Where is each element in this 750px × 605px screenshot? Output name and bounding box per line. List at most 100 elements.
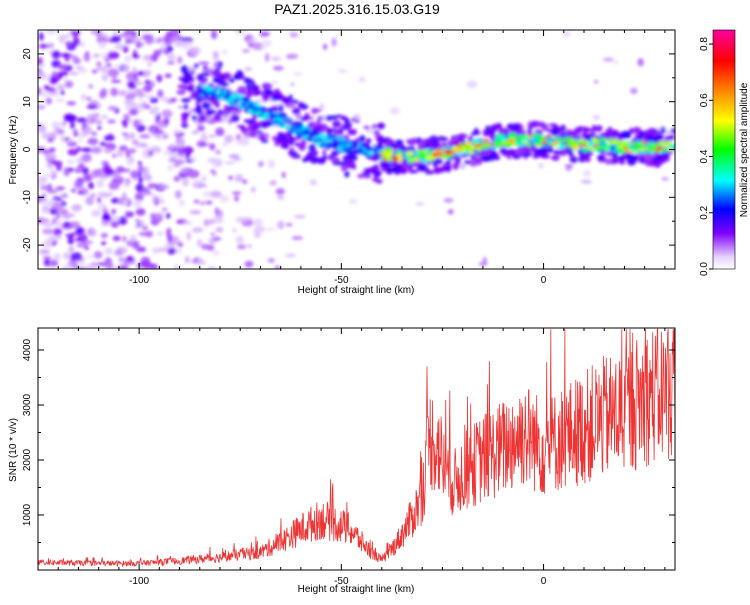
- colorbar-label: Normalized spectral amplitude: [739, 82, 750, 217]
- heatmap-cell: [153, 49, 162, 57]
- heatmap-cell: [137, 176, 144, 184]
- heatmap-cell: [68, 246, 75, 253]
- heatmap-cell: [174, 263, 179, 269]
- heatmap-cell: [83, 53, 91, 62]
- heatmap-cell: [41, 185, 53, 191]
- heatmap-cell: [572, 144, 580, 150]
- heatmap-cell: [258, 134, 265, 141]
- heatmap-cell: [336, 114, 342, 119]
- heatmap-cell: [250, 80, 256, 86]
- heatmap-cell: [182, 221, 193, 225]
- heatmap-cell: [558, 143, 567, 149]
- heatmap-cell: [293, 100, 299, 104]
- heatmap-cell: [337, 161, 348, 166]
- heatmap-cell: [231, 191, 242, 195]
- x-tick-label: -100: [129, 576, 149, 587]
- heatmap-cell: [338, 142, 347, 148]
- heatmap-cell: [144, 230, 154, 238]
- heatmap-cell: [302, 157, 309, 163]
- heatmap-cell: [95, 30, 103, 38]
- heatmap-cell: [215, 213, 224, 218]
- heatmap-cell: [213, 77, 219, 82]
- heatmap-cell: [354, 119, 360, 123]
- heatmap-cell: [212, 51, 219, 60]
- heatmap-cell: [330, 150, 338, 158]
- heatmap-cell: [67, 159, 72, 165]
- heatmap-cell: [502, 148, 509, 157]
- heatmap-cell: [211, 31, 218, 40]
- heatmap-cell: [295, 113, 302, 120]
- heatmap-cell: [224, 161, 235, 165]
- heatmap-cell: [147, 183, 157, 189]
- heatmap-cell: [149, 97, 159, 104]
- heatmap-cell: [429, 135, 439, 144]
- heatmap-cell: [79, 132, 88, 138]
- heatmap-cell: [174, 159, 185, 165]
- heatmap-cell: [222, 72, 232, 78]
- heatmap-cell: [304, 112, 310, 120]
- heatmap-cell: [173, 175, 180, 182]
- heatmap-cell: [197, 88, 206, 92]
- heatmap-cell: [508, 123, 513, 129]
- heatmap-cell: [366, 151, 374, 156]
- heatmap-cell: [44, 258, 50, 266]
- heatmap-cell: [553, 127, 558, 136]
- heatmap-cell: [258, 161, 263, 168]
- heatmap-cell: [199, 201, 206, 206]
- heatmap-cell: [76, 117, 87, 123]
- heatmap-cell: [407, 151, 414, 156]
- heatmap-cell: [63, 214, 71, 220]
- heatmap-cell: [196, 73, 204, 82]
- heatmap-cell: [568, 152, 574, 158]
- heatmap-cell: [494, 135, 503, 140]
- heatmap-cell: [133, 119, 140, 128]
- heatmap-cell: [134, 78, 139, 83]
- heatmap-cell: [381, 169, 386, 172]
- x-tick-label: 0: [541, 576, 547, 587]
- heatmap-cell: [591, 124, 597, 133]
- heatmap-cell: [670, 128, 675, 134]
- heatmap-cell: [630, 87, 638, 95]
- heatmap-cell: [231, 228, 238, 232]
- heatmap-cell: [371, 124, 377, 129]
- heatmap-cell: [480, 155, 491, 162]
- heatmap-cell: [274, 265, 281, 269]
- heatmap-cell: [331, 157, 337, 164]
- heatmap-cell: [96, 36, 109, 44]
- heatmap-cell: [620, 140, 627, 147]
- heatmap-cell: [38, 127, 47, 133]
- heatmap-cell: [582, 126, 589, 133]
- heatmap-cell: [526, 131, 534, 136]
- heatmap-cell: [409, 140, 416, 146]
- heatmap-cell: [537, 162, 545, 169]
- heatmap-cell: [340, 165, 347, 172]
- heatmap-cell: [276, 133, 287, 142]
- heatmap-cell: [305, 137, 311, 141]
- heatmap-cell: [135, 183, 144, 193]
- heatmap-cell: [267, 159, 275, 169]
- heatmap-cell: [165, 212, 171, 219]
- heatmap-cell: [242, 179, 248, 184]
- heatmap-cell: [177, 56, 183, 64]
- heatmap-cell: [308, 144, 316, 152]
- heatmap-cell: [107, 119, 116, 124]
- heatmap-cell: [337, 147, 343, 152]
- heatmap-cell: [301, 139, 307, 147]
- heatmap-cell: [110, 197, 120, 204]
- heatmap-cell: [607, 151, 613, 156]
- heatmap-cell: [191, 115, 197, 121]
- snr-axis-ticks: -100 -50 0 1000 2000 3000 4000: [22, 328, 675, 587]
- heatmap-cell: [40, 63, 45, 68]
- heatmap-cell: [442, 136, 448, 142]
- heatmap-cell: [447, 139, 455, 146]
- heatmap-cell: [65, 114, 77, 122]
- heatmap-cell: [101, 73, 109, 82]
- heatmap-cell: [152, 129, 164, 135]
- heatmap-cell: [305, 126, 311, 131]
- heatmap-cell: [147, 150, 154, 157]
- heatmap-cell: [96, 179, 105, 188]
- colorbar-tick-label: 0.2: [699, 205, 710, 219]
- heatmap-cell: [317, 116, 323, 120]
- heatmap-cell: [195, 101, 201, 107]
- heatmap-cell: [583, 169, 592, 178]
